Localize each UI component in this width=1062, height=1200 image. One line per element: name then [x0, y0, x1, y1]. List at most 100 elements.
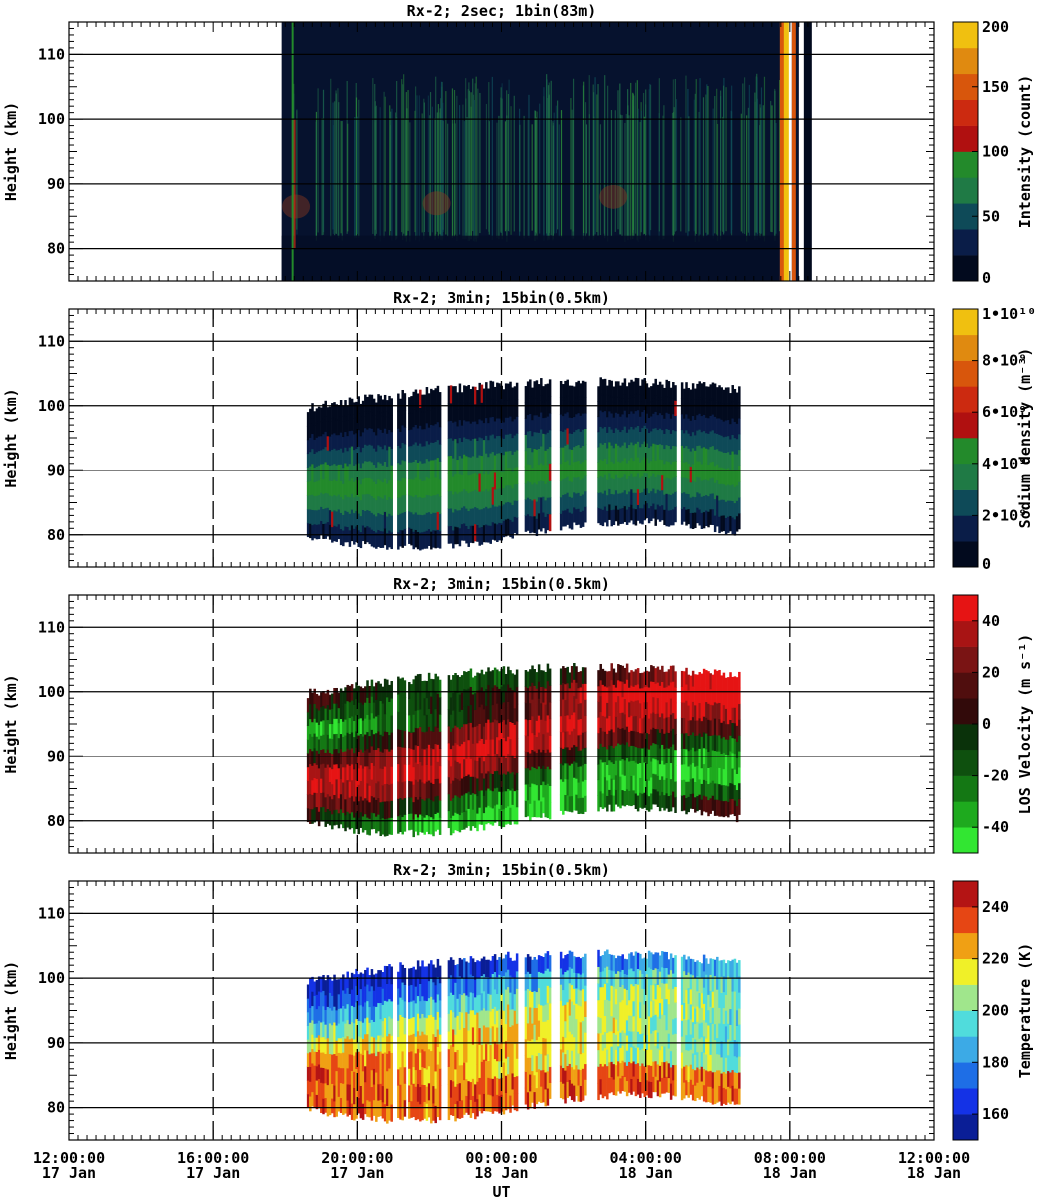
colorbar-segment [953, 932, 978, 959]
panel-title: Rx-2; 3min; 15bin(0.5km) [393, 289, 610, 307]
colorbar-segment [953, 255, 978, 282]
y-tick-label: 100 [38, 397, 65, 415]
colorbar-segment [953, 229, 978, 256]
x-tick-date: 17 Jan [186, 1164, 240, 1182]
colorbar-segment [953, 1062, 978, 1089]
x-tick-date: 17 Jan [42, 1164, 96, 1182]
y-axis-label: Height (km) [2, 674, 20, 773]
panel-title: Rx-2; 3min; 15bin(0.5km) [393, 575, 610, 593]
colorbar-frame [952, 308, 979, 568]
colorbar-tick-label: 20 [982, 663, 1000, 681]
colorbar-segment [953, 1036, 978, 1063]
colorbar-segment [953, 801, 978, 828]
colorbar-label: Temperature (K) [1016, 943, 1034, 1078]
colorbar-segment [953, 749, 978, 776]
chart-panel-3: 80 90 100 110 Height (km) Rx-2; 3min; 15bin(0… [2, 575, 1034, 854]
colorbar-tick-label: 6•10⁹ [982, 403, 1027, 421]
colorbar-segment [953, 309, 978, 336]
x-tick-date: 18 Jan [763, 1164, 817, 1182]
y-tick-label: 110 [38, 45, 65, 63]
colorbar-tick-label: 150 [982, 78, 1009, 96]
colorbar-tick-label: 2•10⁹ [982, 506, 1027, 524]
colorbar: 160 180 200 220 240 Temperature (K) [952, 880, 1034, 1141]
colorbar-segment [953, 463, 978, 490]
colorbar-segment [953, 438, 978, 465]
panel-title: Rx-2; 2sec; 1bin(83m) [407, 2, 597, 20]
colorbar-tick-label: 220 [982, 950, 1009, 968]
x-tick-time: 00:00:00 [465, 1149, 537, 1167]
x-tick-time: 08:00:00 [754, 1149, 826, 1167]
colorbar-segment [953, 177, 978, 204]
heatmap-image [281, 22, 812, 281]
colorbar: 0 2•10⁹ 4•10⁹ 6•10⁹ 8•10⁹ 1•10¹⁰ Sodium densit… [952, 305, 1036, 573]
y-tick-label: 100 [38, 683, 65, 701]
colorbar-segment [953, 881, 978, 908]
colorbar-segment [953, 775, 978, 802]
x-tick-time: 20:00:00 [321, 1149, 393, 1167]
colorbar-segment [953, 646, 978, 673]
colorbar-tick-label: 4•10⁹ [982, 455, 1027, 473]
x-tick-time: 12:00:00 [898, 1149, 970, 1167]
colorbar-segment [953, 698, 978, 725]
x-tick-date: 18 Jan [907, 1164, 961, 1182]
x-tick-time: 12:00:00 [33, 1149, 105, 1167]
chart-panel-1: 80 90 100 110 Height (km) Rx-2; 2sec; 1bin(83… [2, 2, 1034, 287]
colorbar-label: Intensity (count) [1016, 75, 1034, 229]
y-tick-label: 110 [38, 618, 65, 636]
colorbar-tick-label: 100 [982, 143, 1009, 161]
colorbar-tick-label: 8•10⁹ [982, 352, 1027, 370]
colorbar-segment [953, 827, 978, 854]
colorbar-segment [953, 125, 978, 152]
colorbar-segment [953, 151, 978, 178]
chart-panel-4: 80 90 100 110 Height (km) Rx-2; 3min; 15bin(0… [2, 861, 1034, 1141]
y-tick-label: 90 [47, 175, 65, 193]
colorbar-tick-label: 0 [982, 555, 991, 573]
colorbar-segment [953, 724, 978, 751]
heatmap-image [306, 949, 741, 1124]
colorbar-segment [953, 906, 978, 934]
colorbar-segment [953, 1114, 978, 1141]
y-tick-label: 90 [47, 1034, 65, 1052]
colorbar-segment [953, 620, 978, 647]
colorbar-segment [953, 1010, 978, 1037]
y-axis-label: Height (km) [2, 388, 20, 487]
y-tick-label: 90 [47, 747, 65, 765]
x-tick-time: 16:00:00 [177, 1149, 249, 1167]
colorbar-segment [953, 672, 978, 699]
colorbar: 40 20 0 -20 -40 LOS Velocity (m s⁻¹) [952, 594, 1034, 854]
x-tick-time: 04:00:00 [610, 1149, 682, 1167]
colorbar-segment [953, 595, 978, 622]
colorbar-segment [953, 984, 978, 1011]
colorbar-segment [953, 99, 978, 126]
colorbar-tick-label: 160 [982, 1105, 1009, 1123]
colorbar-tick-label: 200 [982, 1002, 1009, 1020]
colorbar-segment [953, 515, 978, 542]
colorbar-tick-label: 0 [982, 715, 991, 733]
y-tick-label: 90 [47, 461, 65, 479]
y-tick-label: 110 [38, 332, 65, 350]
colorbar-segment [953, 958, 978, 985]
colorbar-label: LOS Velocity (m s⁻¹) [1016, 634, 1034, 815]
colorbar-label: Sodium density (m⁻³) [1016, 348, 1034, 529]
colorbar-tick-label: -40 [982, 818, 1009, 836]
colorbar-segment [953, 1088, 978, 1115]
y-tick-label: 110 [38, 904, 65, 922]
colorbar-tick-label: -20 [982, 767, 1009, 785]
colorbar-segment [953, 360, 978, 387]
colorbar-tick-label: 50 [982, 207, 1000, 225]
colorbar-tick-label: 180 [982, 1053, 1009, 1071]
colorbar-segment [953, 541, 978, 568]
colorbar-tick-label: 40 [982, 612, 1000, 630]
colorbar-segment [953, 334, 978, 361]
y-tick-label: 80 [47, 240, 65, 258]
y-axis-label: Height (km) [2, 102, 20, 201]
chart-panel-2: 80 90 100 110 Height (km) Rx-2; 3min; 15bin(0… [2, 289, 1036, 573]
y-tick-label: 100 [38, 969, 65, 987]
y-tick-label: 80 [47, 1099, 65, 1117]
